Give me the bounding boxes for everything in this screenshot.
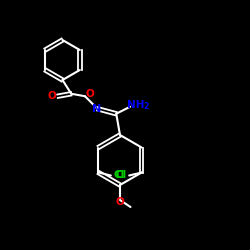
Text: O: O: [116, 197, 124, 207]
Text: O: O: [48, 91, 56, 101]
Text: O: O: [85, 89, 94, 99]
Text: Cl: Cl: [116, 170, 127, 180]
Text: N: N: [92, 104, 102, 114]
Text: 2: 2: [143, 102, 148, 111]
Text: NH: NH: [128, 100, 145, 110]
Text: Cl: Cl: [113, 170, 124, 180]
